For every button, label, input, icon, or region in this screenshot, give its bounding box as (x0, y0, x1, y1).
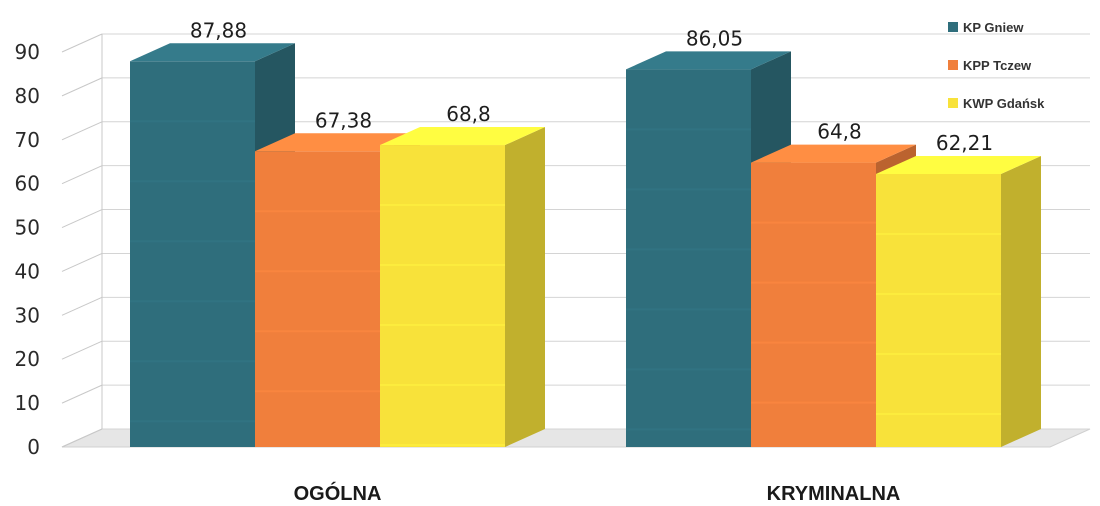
legend-entry: KPP Tczew (963, 58, 1032, 73)
data-label: 68,8 (446, 102, 491, 126)
y-axis: 0 10 20 30 40 50 60 70 80 90 (15, 34, 103, 459)
y-tick-label: 0 (27, 435, 40, 459)
gridline-depth (61, 33, 103, 53)
bar-group-item (380, 127, 545, 448)
gridline-depth (61, 428, 103, 448)
legend: KP Gniew KPP Tczew KWP Gdańsk (948, 20, 1045, 111)
data-label: 86,05 (686, 26, 743, 50)
bar-top (876, 155, 1041, 174)
y-tick-label: 20 (15, 347, 40, 371)
bar-top (626, 51, 791, 70)
y-tick-label: 90 (15, 40, 40, 64)
bar-top (380, 127, 545, 146)
y-tick-label: 10 (15, 391, 40, 415)
bar (130, 61, 255, 447)
gridline-depth (61, 384, 103, 404)
data-label: 87,88 (190, 18, 247, 42)
y-tick-label: 40 (15, 259, 40, 283)
bar (751, 162, 876, 447)
y-tick-label: 70 (15, 128, 40, 152)
data-label: 67,38 (315, 108, 372, 132)
bar (626, 69, 751, 447)
bar (380, 145, 505, 448)
x-axis: OGÓLNA KRYMINALNA (294, 481, 901, 505)
x-tick-label: OGÓLNA (294, 481, 382, 505)
bar-side (1001, 155, 1041, 447)
bar-top (130, 43, 295, 62)
legend-swatch (948, 98, 958, 108)
gridline-depth (61, 121, 103, 141)
bar-top (751, 144, 916, 163)
gridline-depth (61, 296, 103, 316)
data-label: 64,8 (817, 120, 862, 144)
gridline-depth (61, 340, 103, 360)
y-tick-label: 60 (15, 172, 40, 196)
legend-entry: KP Gniew (963, 20, 1024, 35)
y-tick-label: 80 (15, 84, 40, 108)
data-labels: 87,88 67,38 68,8 86,05 64,8 62,21 (190, 18, 993, 155)
gridline-depth (61, 252, 103, 272)
legend-entry: KWP Gdańsk (963, 96, 1045, 111)
gridline-depth (61, 165, 103, 185)
bar-side (505, 127, 545, 448)
legend-swatch (948, 22, 958, 32)
y-tick-label: 50 (15, 216, 40, 240)
gridline-depth (61, 77, 103, 97)
x-tick-label: KRYMINALNA (767, 483, 901, 505)
bar (876, 173, 1001, 447)
bar (255, 151, 380, 447)
bar-group-item (876, 155, 1041, 447)
bar-top (255, 133, 420, 152)
data-label: 62,21 (936, 131, 993, 155)
legend-swatch (948, 60, 958, 70)
gridline-depth (61, 209, 103, 229)
y-tick-label: 30 (15, 303, 40, 327)
bars (130, 43, 1041, 448)
